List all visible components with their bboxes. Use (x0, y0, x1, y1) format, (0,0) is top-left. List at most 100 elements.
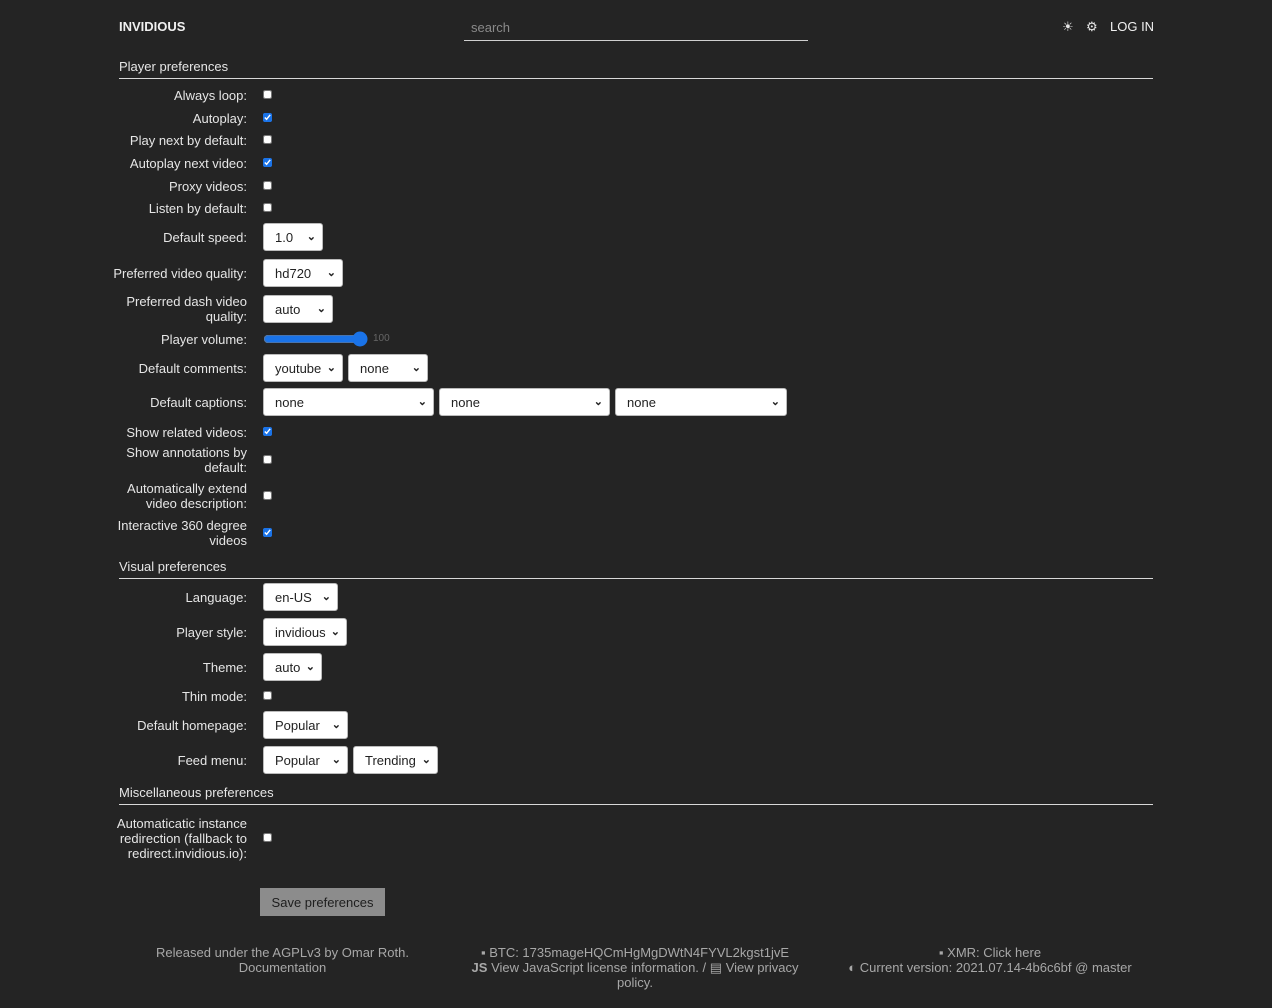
btc-address[interactable]: BTC: 1735mageHQCmHgMgDWtN4FYVL2kgst1jvE (489, 945, 790, 960)
select-value: invidious (275, 625, 326, 640)
pref-label: Show annotations by default: (126, 445, 247, 475)
save-preferences-button[interactable]: Save preferences (260, 888, 385, 916)
pref-checkbox[interactable] (263, 113, 272, 122)
pref-select[interactable]: youtube ⌄ (263, 354, 343, 382)
footer-right: ▪ XMR: Click here ◐ Current version: 202… (840, 945, 1140, 975)
pref-select[interactable]: none ⌄ (615, 388, 787, 416)
section-player-preferences: Player preferences (119, 59, 1153, 79)
volume-slider[interactable] (263, 333, 368, 345)
chevron-down-icon: ⌄ (331, 719, 341, 731)
js-icon: JS (471, 960, 488, 975)
pref-label: Language: (185, 589, 247, 605)
select-value: auto (275, 302, 301, 317)
select-value: hd720 (275, 266, 312, 281)
pref-label: Always loop: (174, 87, 247, 103)
chevron-down-icon: ⌄ (331, 754, 341, 766)
js-license-link[interactable]: View JavaScript license information. (491, 960, 699, 975)
pref-checkbox[interactable] (263, 158, 272, 167)
pref-select[interactable]: en-US ⌄ (263, 583, 338, 611)
chevron-down-icon: ⌄ (321, 591, 331, 603)
chevron-down-icon: ⌄ (411, 362, 421, 374)
volume-value: 100 (373, 333, 390, 344)
pref-checkbox[interactable] (263, 203, 272, 212)
pref-checkbox[interactable] (263, 833, 272, 842)
select-value: Popular (275, 718, 320, 733)
pref-label: Default speed: (163, 229, 247, 245)
pref-label: Automatically extend video description: (127, 481, 247, 511)
footer-left: Released under the AGPLv3 by Omar Roth. … (140, 945, 425, 975)
chevron-down-icon: ⌄ (326, 362, 336, 374)
select-value: 1.0 (275, 230, 294, 245)
pref-select[interactable]: hd720 ⌄ (263, 259, 343, 287)
separator: / (702, 960, 707, 975)
pref-select[interactable]: 1.0 ⌄ (263, 223, 323, 251)
wallet-icon: ▪ (938, 945, 944, 960)
chevron-down-icon: ⌄ (326, 267, 336, 279)
section-visual-preferences: Visual preferences (119, 559, 1153, 579)
pref-checkbox[interactable] (263, 691, 272, 700)
pref-label: Default captions: (150, 394, 247, 410)
settings-gear-icon[interactable]: ⚙ (1086, 19, 1098, 34)
pref-select[interactable]: none ⌄ (348, 354, 428, 382)
pref-label: Player volume: (161, 331, 247, 347)
pref-label: Show related videos: (126, 424, 247, 440)
pref-label: Default homepage: (137, 717, 247, 733)
pref-checkbox[interactable] (263, 455, 272, 464)
login-link[interactable]: LOG IN (1110, 19, 1155, 34)
pref-select[interactable]: auto ⌄ (263, 653, 322, 681)
search-input[interactable] (464, 14, 808, 41)
pref-select[interactable]: Popular ⌄ (263, 711, 348, 739)
chevron-down-icon: ⌄ (593, 396, 603, 408)
pref-select[interactable]: auto ⌄ (263, 295, 333, 323)
select-value: none (360, 361, 389, 376)
pref-label: Automaticatic instance redirection (fall… (116, 815, 247, 861)
pref-checkbox[interactable] (263, 90, 272, 99)
pref-label: Feed menu: (177, 752, 247, 768)
chevron-down-icon: ⌄ (306, 231, 316, 243)
select-value: auto (275, 660, 301, 675)
pref-label: Listen by default: (148, 200, 247, 216)
github-icon: ◐ (848, 960, 857, 975)
select-value: en-US (275, 590, 312, 605)
select-value: youtube (275, 361, 322, 376)
chevron-down-icon: ⌄ (421, 754, 431, 766)
pref-select[interactable]: Popular ⌄ (263, 746, 348, 774)
document-icon: ▤ (709, 960, 723, 975)
chevron-down-icon: ⌄ (330, 626, 340, 638)
theme-toggle-icon[interactable]: ☀ (1062, 19, 1074, 34)
chevron-down-icon: ⌄ (305, 661, 315, 673)
chevron-down-icon: ⌄ (316, 303, 326, 315)
select-value: Trending (365, 753, 416, 768)
pref-select[interactable]: Trending ⌄ (353, 746, 438, 774)
pref-select[interactable]: none ⌄ (263, 388, 434, 416)
version-link[interactable]: Current version: 2021.07.14-4b6c6bf @ ma… (859, 960, 1132, 975)
pref-select[interactable]: invidious ⌄ (263, 618, 347, 646)
pref-label: Interactive 360 degree videos (117, 518, 247, 548)
brand-logo[interactable]: INVIDIOUS (119, 19, 186, 34)
pref-label: Proxy videos: (168, 178, 247, 194)
pref-label: Preferred dash video quality: (126, 294, 247, 324)
pref-checkbox[interactable] (263, 181, 272, 190)
pref-label: Autoplay: (192, 110, 247, 126)
pref-label: Autoplay next video: (129, 155, 247, 171)
select-value: Popular (275, 753, 320, 768)
pref-label: Thin mode: (181, 688, 247, 704)
wallet-icon: ▪ (480, 945, 486, 960)
pref-label: Theme: (202, 659, 247, 675)
footer-center: ▪ BTC: 1735mageHQCmHgMgDWtN4FYVL2kgst1jv… (470, 945, 800, 990)
select-value: none (627, 395, 656, 410)
select-value: none (451, 395, 480, 410)
privacy-policy-link[interactable]: View privacy policy. (617, 960, 799, 990)
pref-label: Default comments: (138, 360, 247, 376)
pref-checkbox[interactable] (263, 528, 272, 537)
pref-checkbox[interactable] (263, 427, 272, 436)
pref-checkbox[interactable] (263, 135, 272, 144)
chevron-down-icon: ⌄ (417, 396, 427, 408)
license-text: Released under the AGPLv3 by Omar Roth. (156, 945, 409, 960)
pref-select[interactable]: none ⌄ (439, 388, 610, 416)
documentation-link[interactable]: Documentation (238, 960, 327, 975)
xmr-link[interactable]: XMR: Click here (947, 945, 1042, 960)
pref-label: Play next by default: (129, 132, 247, 148)
pref-checkbox[interactable] (263, 491, 272, 500)
pref-label: Preferred video quality: (113, 265, 247, 281)
